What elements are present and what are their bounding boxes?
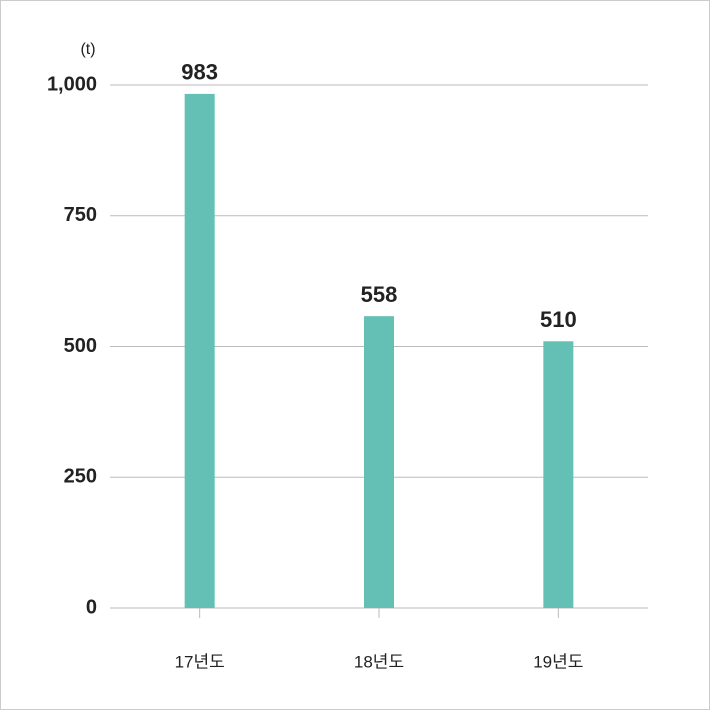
y-unit: (t) <box>80 41 95 58</box>
y-tick-label: 250 <box>64 466 97 488</box>
y-tick-label: 1,000 <box>47 73 97 95</box>
bar <box>364 316 394 608</box>
x-tick-label: 19년도 <box>533 652 583 671</box>
bar <box>184 93 215 609</box>
x-tick-label: 18년도 <box>354 652 404 671</box>
y-tick-label: 0 <box>86 596 97 618</box>
y-tick-label: 750 <box>64 204 97 226</box>
y-tick-label: 500 <box>64 335 97 357</box>
bar <box>543 341 574 608</box>
value-label: 510 <box>540 307 577 332</box>
value-label: 983 <box>181 60 218 85</box>
x-tick-label: 17년도 <box>175 652 225 671</box>
value-label: 558 <box>361 282 398 307</box>
